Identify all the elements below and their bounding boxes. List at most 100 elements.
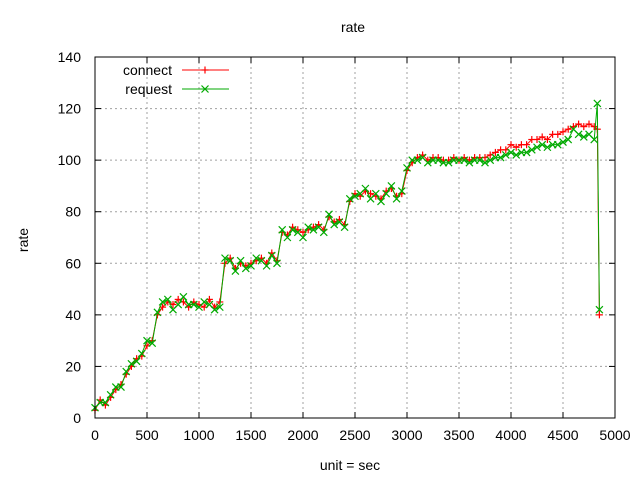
data-point-request [579, 133, 588, 141]
data-point-request [444, 158, 453, 167]
data-point-connect [543, 136, 551, 144]
legend-marker-connect [201, 66, 209, 74]
data-point-request [512, 151, 521, 159]
data-point-request [590, 135, 599, 144]
data-point-request [371, 189, 380, 198]
data-point-connect [538, 133, 546, 141]
data-point-connect [507, 141, 515, 149]
y-tick-label: 120 [58, 101, 82, 117]
data-point-request [117, 383, 125, 391]
data-point-connect [559, 128, 567, 136]
x-tick-label: 1500 [235, 427, 266, 443]
series-request [91, 99, 604, 412]
x-tick-label: 2000 [287, 427, 318, 443]
data-point-request [527, 145, 536, 154]
data-point-request [299, 233, 307, 242]
data-point-connect [491, 148, 499, 156]
data-point-request [319, 228, 328, 237]
y-tick-label: 80 [65, 204, 81, 220]
data-point-request [122, 367, 131, 376]
x-tick-label: 2500 [339, 427, 370, 443]
data-point-request [283, 233, 292, 242]
data-point-request [423, 158, 432, 167]
data-point-request [153, 308, 162, 317]
x-tick-label: 3000 [391, 427, 422, 443]
data-point-connect [575, 120, 583, 128]
data-point-request [158, 298, 167, 306]
y-tick-label: 20 [65, 358, 81, 374]
data-point-request [486, 156, 495, 165]
data-point-connect [533, 136, 541, 144]
data-point-request [210, 305, 219, 314]
y-tick-label: 60 [65, 255, 81, 271]
data-point-request [377, 197, 385, 206]
x-axis-label: unit = sec [320, 457, 380, 473]
data-point-request [413, 156, 422, 165]
y-axis-label: rate [15, 228, 31, 252]
series-layer [91, 99, 604, 414]
data-point-request [215, 303, 224, 312]
data-point-request [434, 156, 443, 165]
x-tick-label: 0 [91, 427, 99, 443]
data-point-request [345, 194, 354, 203]
legend: connect request [123, 62, 229, 97]
data-point-request [304, 223, 313, 232]
x-tick-label: 5000 [599, 427, 630, 443]
chart-title: rate [341, 19, 365, 35]
data-point-request [241, 264, 250, 273]
data-point-request [543, 143, 552, 152]
data-point-request [179, 292, 188, 301]
x-tick-label: 4500 [547, 427, 578, 443]
data-point-request [221, 254, 229, 263]
x-tick-label: 500 [135, 427, 159, 443]
data-point-request [262, 261, 271, 270]
y-tick-label: 40 [65, 307, 81, 323]
data-point-request [325, 210, 333, 219]
data-point-request [595, 305, 604, 314]
data-point-connect [580, 123, 588, 131]
x-axis-ticks: 0 500 1000 1500 2000 2500 3000 3500 4000 4500 5000 [91, 57, 631, 443]
series-connect [91, 120, 603, 414]
data-point-connect [554, 130, 562, 138]
data-point-request [501, 151, 510, 159]
data-point-request [538, 140, 547, 149]
data-point-request [252, 254, 261, 263]
data-point-request [330, 220, 339, 229]
data-point-request [496, 153, 505, 162]
data-point-connect [585, 120, 593, 128]
data-point-request [351, 192, 359, 201]
data-point-request [574, 130, 583, 139]
data-point-request [533, 143, 541, 152]
data-point-request [397, 187, 406, 196]
data-point-connect [564, 125, 572, 133]
data-point-request [163, 295, 172, 304]
data-point-request [522, 148, 531, 157]
legend-label-request: request [125, 81, 172, 97]
data-point-request [143, 336, 151, 345]
data-point-request [137, 349, 146, 358]
data-point-request [553, 140, 562, 149]
legend-label-connect: connect [123, 62, 172, 78]
data-point-connect [595, 311, 603, 319]
data-point-request [382, 189, 391, 198]
data-point-request [236, 256, 245, 265]
y-axis-ticks: 0 20 40 60 80 100 120 140 [58, 49, 615, 426]
data-point-request [475, 156, 484, 165]
y-tick-label: 140 [58, 49, 82, 65]
data-point-request [189, 300, 198, 309]
legend-marker-request [201, 85, 209, 93]
data-point-request [361, 184, 370, 193]
data-point-request [127, 359, 136, 368]
data-point-request [403, 163, 411, 172]
data-point-request [387, 182, 396, 190]
data-point-request [559, 138, 567, 147]
data-point-request [340, 223, 349, 232]
data-point-request [101, 398, 110, 407]
y-tick-label: 0 [73, 410, 81, 426]
x-tick-label: 3500 [443, 427, 474, 443]
data-point-request [481, 158, 489, 167]
x-tick-label: 4000 [495, 427, 526, 443]
data-point-request [278, 225, 287, 234]
data-point-request [226, 256, 235, 265]
